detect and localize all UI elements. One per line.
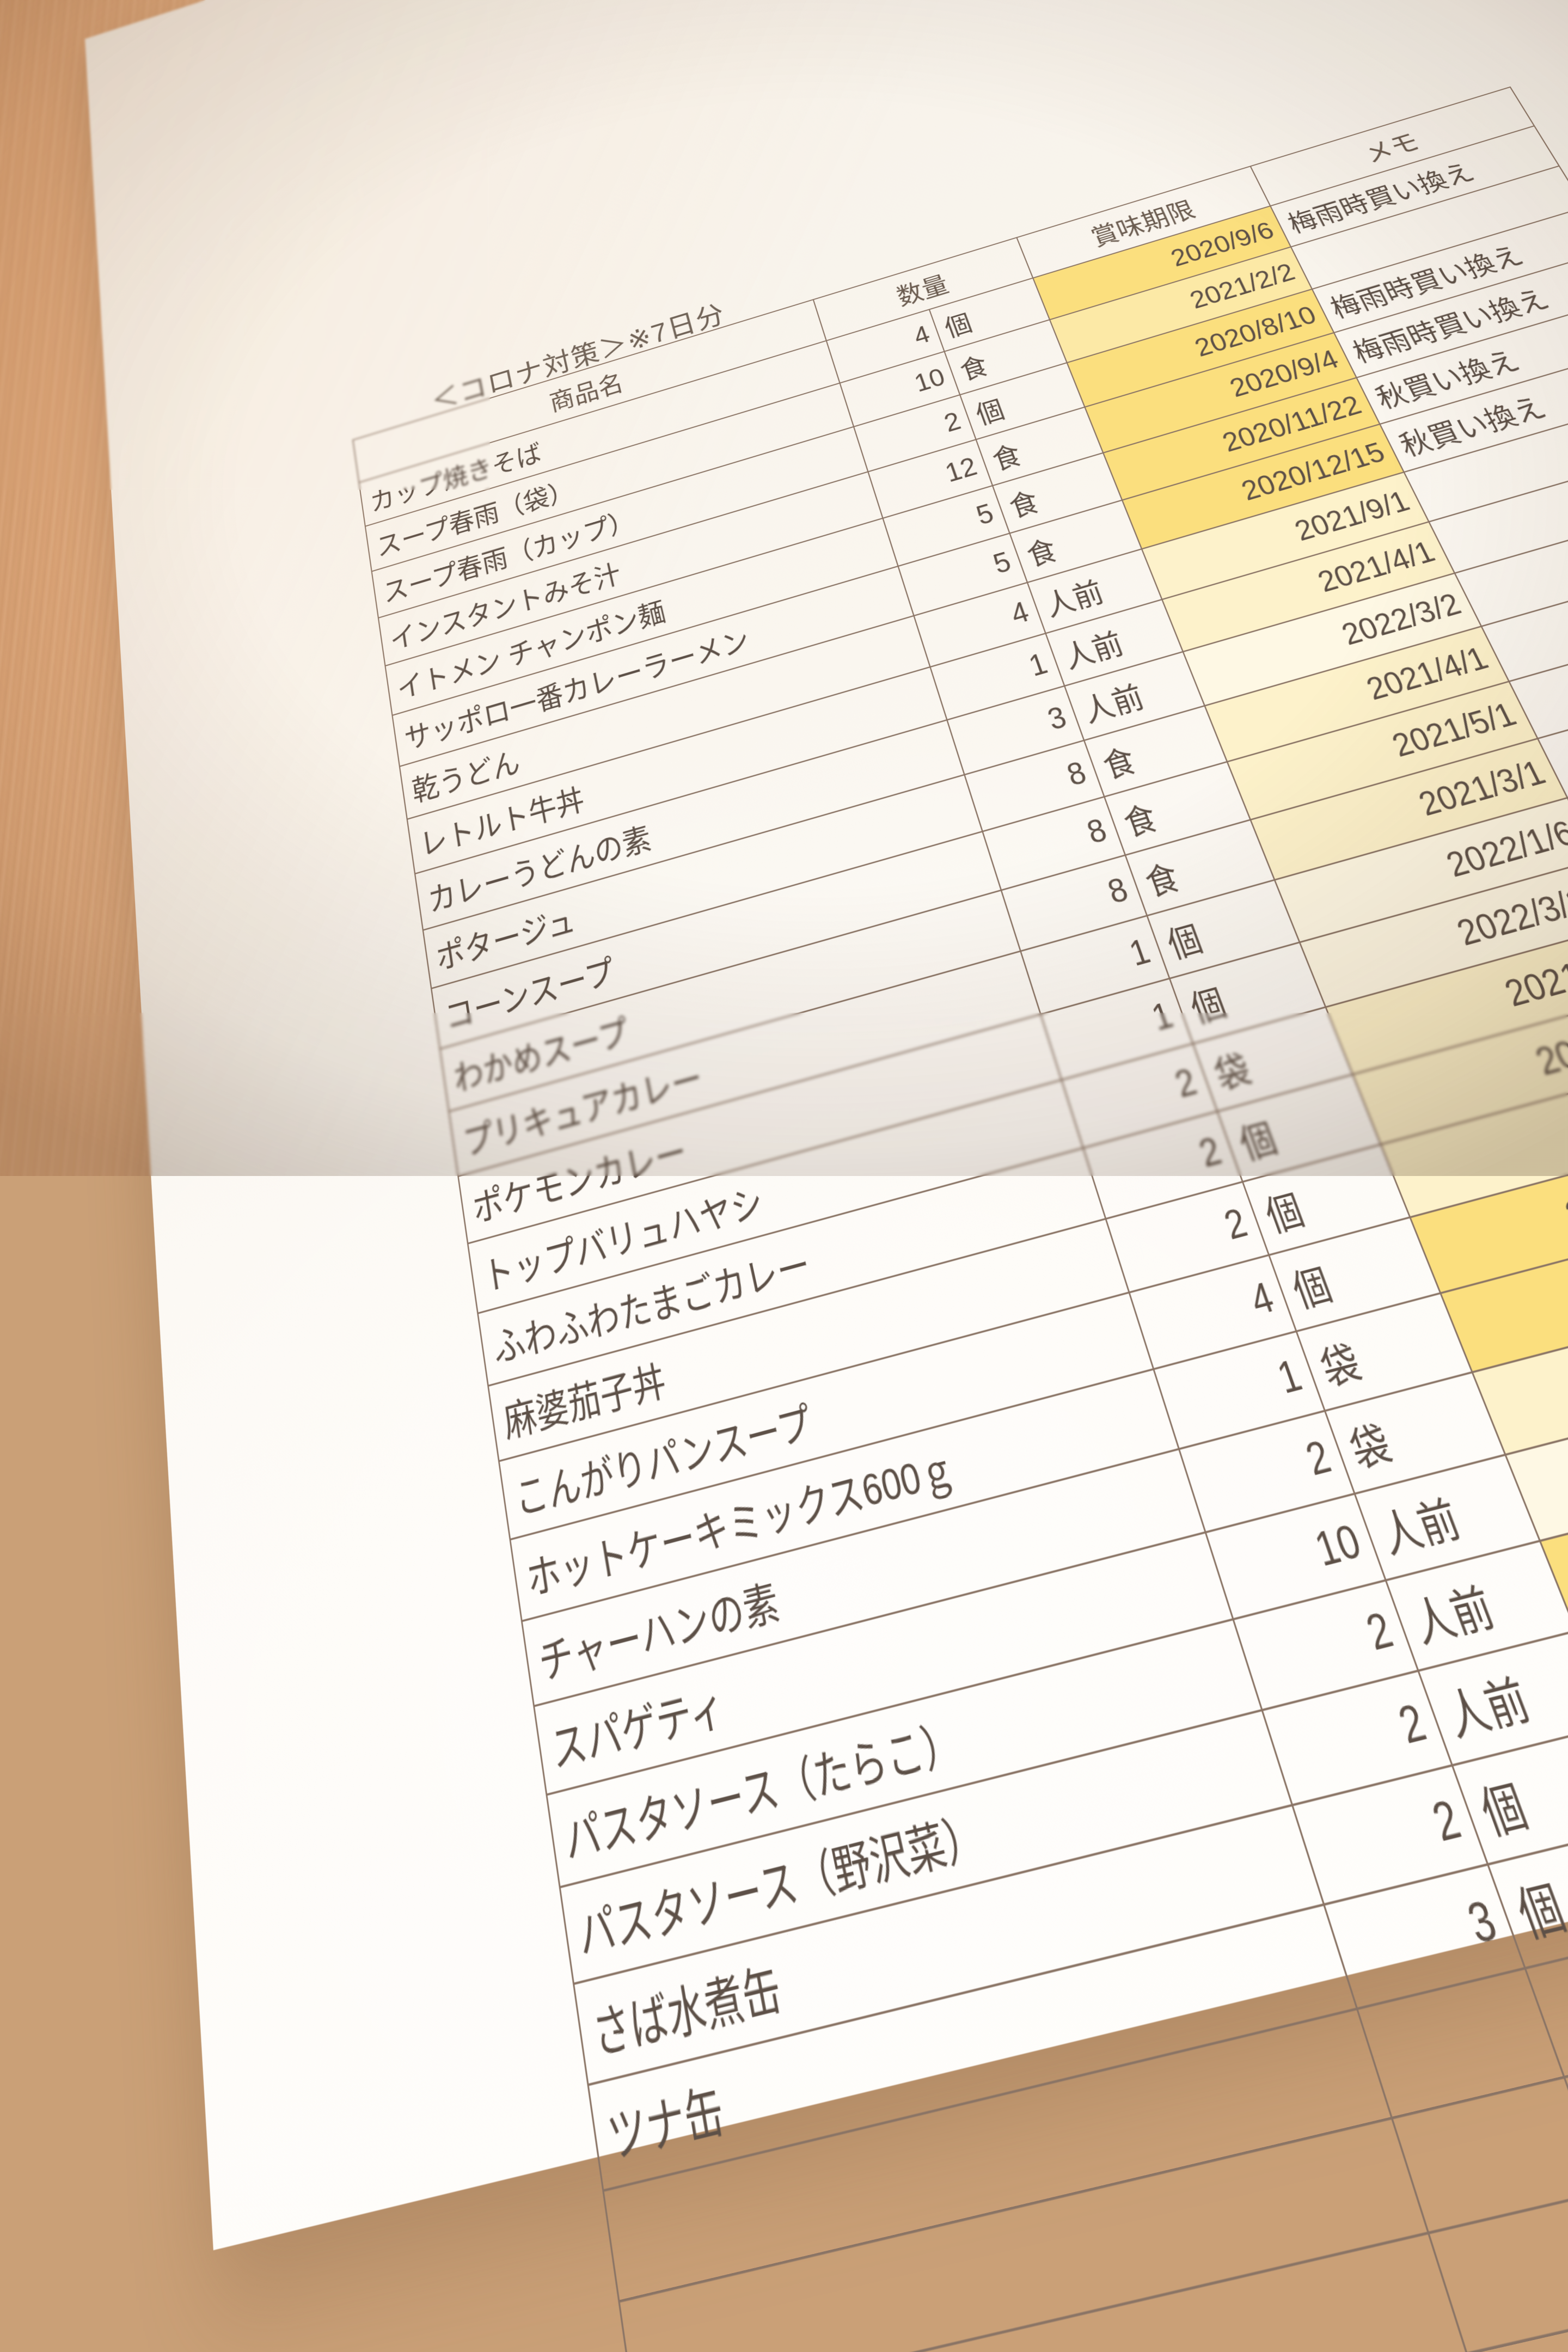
stockpile-table: 商品名 数量 賞味期限 メモ カップ焼きそば 4 個 2020/9/6 梅雨時買い換えス… — [352, 87, 1568, 2352]
table-body: カップ焼きそば 4 個 2020/9/6 梅雨時買い換え スープ春雨（袋） 10 食 2021/… — [359, 126, 1568, 2352]
printed-stockpile-list-paper: ＜コロナ対策＞※7日分 商品名 数量 賞味期限 メモ カップ焼きそば 4 個 2020… — [84, 0, 1568, 2352]
paper-photo-area: ＜コロナ対策＞※7日分 商品名 数量 賞味期限 メモ カップ焼きそば 4 個 2020… — [84, 0, 1568, 2352]
